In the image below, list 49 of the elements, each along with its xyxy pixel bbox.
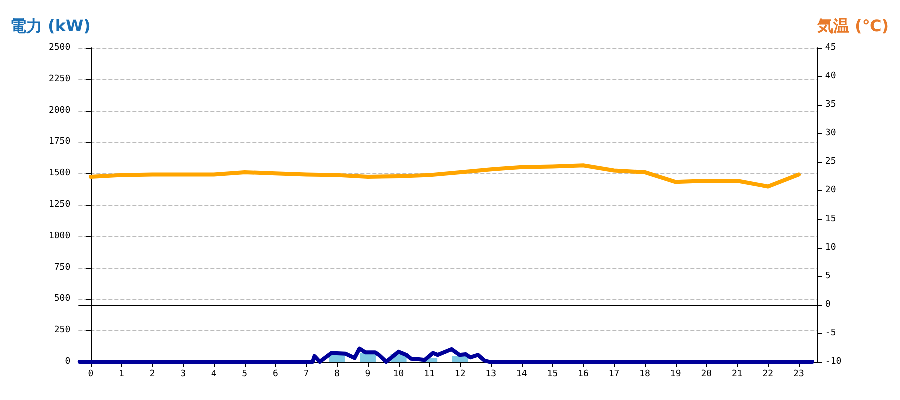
y-tick-label: 2250 bbox=[48, 74, 71, 84]
x-tick-label: 23 bbox=[794, 370, 804, 380]
y-tick-label: 500 bbox=[54, 294, 71, 304]
y2-axis-title: 気温 (℃) bbox=[816, 16, 890, 36]
x-tick-label: 22 bbox=[762, 370, 774, 380]
x-tick-label: 2 bbox=[150, 370, 156, 380]
x-tick-label: 3 bbox=[180, 370, 186, 380]
y-tick-label: 750 bbox=[54, 262, 71, 273]
y2-tick-label: 15 bbox=[825, 214, 836, 224]
x-tick-label: 13 bbox=[486, 370, 497, 380]
y-tick-label: 2500 bbox=[48, 43, 71, 53]
x-tick-label: 6 bbox=[272, 370, 278, 380]
x-tick-label: 15 bbox=[547, 370, 558, 380]
x-tick-label: 16 bbox=[578, 370, 589, 380]
y2-tick-label: -10 bbox=[825, 357, 842, 367]
x-tick-label: 11 bbox=[424, 370, 435, 380]
y-axis-title: 電力 (kW) bbox=[10, 16, 91, 36]
y2-tick-label: 30 bbox=[825, 128, 836, 139]
y2-tick-label: 40 bbox=[825, 72, 836, 82]
x-tick-label: 14 bbox=[516, 370, 528, 380]
x-tick-label: 17 bbox=[608, 370, 620, 380]
y2-tick-label: -5 bbox=[825, 328, 836, 338]
y2-tick-label: 5 bbox=[825, 271, 831, 282]
x-tick-label: 1 bbox=[119, 370, 124, 380]
x-tick-label: 10 bbox=[393, 370, 404, 380]
y2-tick-label: 0 bbox=[825, 300, 831, 310]
y-tick-label: 1250 bbox=[48, 200, 71, 210]
y2-tick-label: 10 bbox=[825, 242, 836, 253]
x-tick-label: 0 bbox=[88, 370, 94, 380]
y-tick-label: 1500 bbox=[48, 168, 71, 179]
x-tick-label: 18 bbox=[640, 370, 650, 380]
x-tick-label: 7 bbox=[304, 370, 310, 380]
y2-tick-label: 35 bbox=[825, 100, 836, 110]
y-tick-label: 250 bbox=[54, 326, 71, 336]
x-tick-label: 19 bbox=[670, 370, 682, 380]
y-tick-label: 2000 bbox=[48, 106, 71, 116]
y2-tick-label: 20 bbox=[825, 186, 836, 196]
y2-tick-label: 25 bbox=[825, 157, 836, 168]
y-tick-label: 0 bbox=[65, 357, 71, 367]
x-tick-label: 21 bbox=[732, 370, 743, 380]
y-tick-label: 1000 bbox=[48, 231, 71, 242]
y-tick-label: 1750 bbox=[48, 137, 71, 148]
x-tick-label: 20 bbox=[701, 370, 712, 380]
x-tick-label: 5 bbox=[242, 370, 248, 380]
x-tick-label: 8 bbox=[334, 370, 340, 380]
x-tick-label: 12 bbox=[454, 370, 466, 380]
x-tick-label: 4 bbox=[211, 370, 217, 380]
x-tick-label: 9 bbox=[365, 370, 371, 380]
y2-tick-label: 45 bbox=[825, 43, 836, 53]
